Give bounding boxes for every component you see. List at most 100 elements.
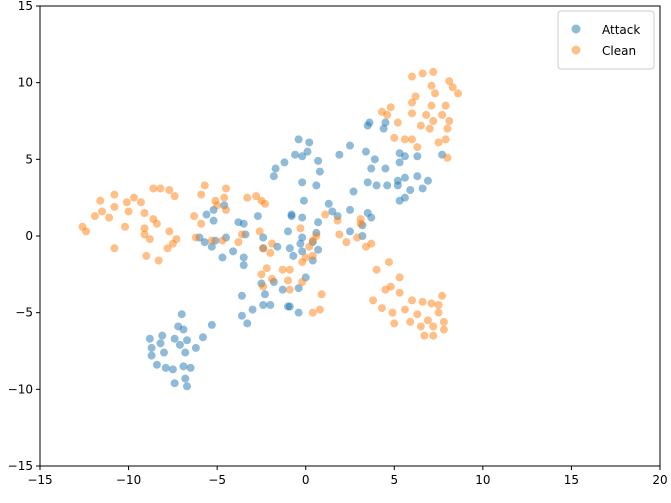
scatter-point [237,230,246,239]
scatter-point [154,256,163,265]
scatter-point [418,297,427,306]
scatter-point [284,227,292,236]
scatter-point [298,247,307,256]
scatter-point [411,92,420,101]
scatter-point [441,135,450,144]
scatter-point [328,207,337,216]
scatter-point [260,290,269,299]
scatter-point [90,212,99,221]
scatter-point [160,348,168,357]
scatter-point [413,143,422,152]
scatter-point [190,212,199,221]
scatter-point [342,238,351,247]
scatter-point [269,172,278,181]
scatter-point [312,232,321,240]
scatter-point [285,244,294,253]
scatter-point [237,311,246,320]
scatter-point [234,218,243,227]
y-tick-label: 0 [25,229,33,243]
scatter-point [271,164,280,173]
scatter-point [158,331,167,340]
x-tick-label: −15 [27,473,52,487]
scatter-point [434,308,443,317]
scatter-point [213,201,222,210]
scatter-point [98,207,106,216]
scatter-point [408,72,416,81]
x-tick-label: 15 [564,473,579,487]
plot-frame [39,5,661,467]
scatter-point [222,184,230,193]
scatter-point [369,296,378,305]
scatter-point [438,291,447,300]
scatter-point [299,196,308,205]
y-tick-label: 15 [18,0,33,13]
scatter-point [202,210,211,219]
scatter-point [255,227,264,236]
x-tick-label: 10 [475,473,490,487]
scatter-point [296,239,305,248]
scatter-point [317,290,326,299]
scatter-point [268,239,277,248]
scatter-point [170,334,179,343]
scatter-point [147,343,156,352]
scatter-point [163,244,172,253]
scatter-point [406,186,415,194]
scatter-point [321,210,330,219]
scatter-point [390,319,399,328]
scatter-point [145,235,154,244]
scatter-point [243,193,252,202]
scatter-point [183,336,192,345]
scatter-point [294,308,303,317]
scatter-point [400,135,409,144]
scatter-point [239,253,248,262]
scatter-point [105,213,114,222]
scatter-point [170,379,179,388]
scatter-point [308,308,317,317]
scatter-point [298,213,307,222]
scatter-point [181,374,190,383]
scatter-point [147,351,156,360]
scatter-point [243,319,252,328]
scatter-point [429,67,438,76]
scatter-point [168,365,177,374]
scatter-point [280,158,289,167]
scatter-point [278,285,287,294]
scatter-point [377,304,386,313]
scatter-point [438,110,447,119]
scatter-point [291,150,300,159]
scatter-point [177,310,186,319]
scatter-point [129,193,138,202]
scatter-point [395,288,404,297]
scatter-point [298,152,307,161]
scatter-point [156,184,165,193]
scatter-point [361,147,370,156]
scatter-point [416,121,425,130]
scatter-point [434,138,443,147]
scatter-point [287,210,296,219]
scatter-point [356,215,365,224]
scatter-point [110,202,119,211]
scatter-point [142,251,151,260]
scatter-point [253,212,262,221]
scatter-point [395,273,404,282]
scatter-point [379,124,388,133]
scatter-point [266,301,275,309]
scatter-point [165,186,174,194]
scatter-point [207,320,216,329]
scatter-point [181,348,190,357]
scatter-point [298,233,307,242]
scatter-point [197,219,206,228]
scatter-point [298,278,307,286]
scatter-point [443,124,452,133]
scatter-point [395,158,404,167]
scatter-point [416,322,425,331]
x-tick-label: −5 [208,473,226,487]
scatter-point [427,101,436,110]
scatter-point [335,150,344,159]
scatter-point [218,236,227,245]
scatter-point [186,363,195,372]
y-tick-label: −15 [8,459,33,473]
scatter-point [408,296,416,305]
scatter-point [439,325,448,334]
scatter-point [308,251,317,260]
